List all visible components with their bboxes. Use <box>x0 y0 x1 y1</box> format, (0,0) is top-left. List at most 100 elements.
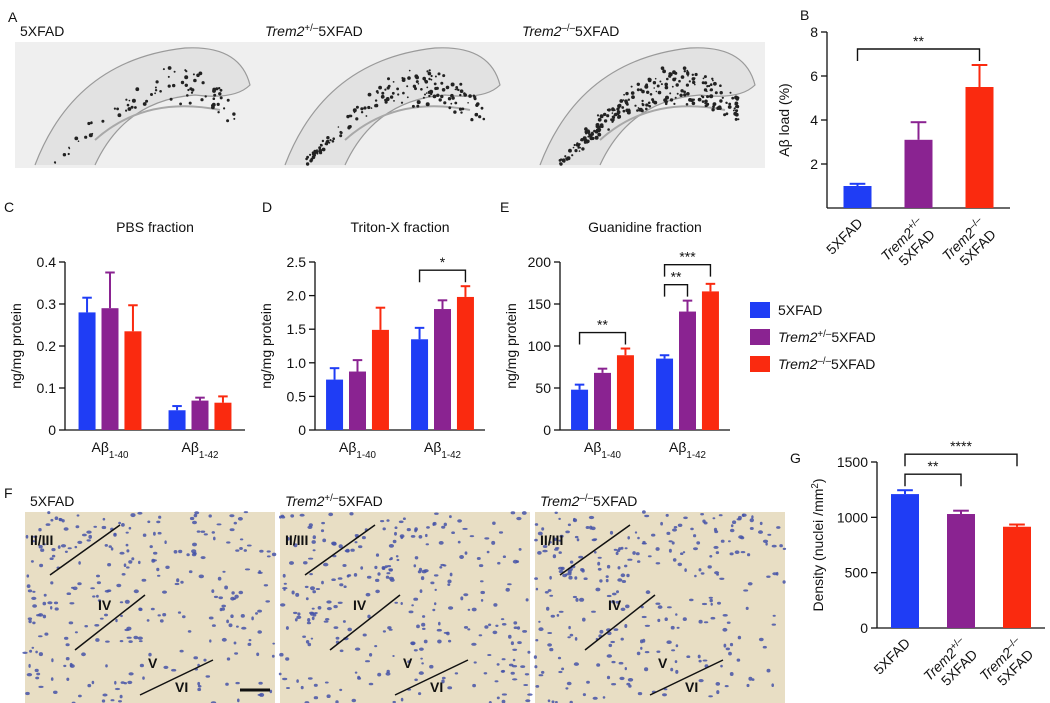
nucleus <box>174 582 180 586</box>
nucleus <box>738 535 744 539</box>
plaque <box>384 100 388 104</box>
plaque <box>135 87 140 92</box>
panel-label: B <box>800 7 809 23</box>
chart-title: Triton-X fraction <box>350 219 449 235</box>
plaque <box>179 102 183 106</box>
nucleus <box>323 562 329 567</box>
nucleus <box>150 607 155 611</box>
nucleus <box>314 612 318 614</box>
nucleus <box>120 681 125 684</box>
nucleus <box>309 573 313 576</box>
nucleus <box>414 556 419 560</box>
plaque <box>594 135 599 140</box>
nucleus <box>237 698 240 703</box>
plaque <box>125 109 128 112</box>
nucleus <box>110 699 115 702</box>
x-tick-label-sub: 1-42 <box>199 450 219 461</box>
plaque <box>590 132 594 136</box>
nucleus <box>414 528 417 533</box>
nucleus <box>782 580 786 584</box>
nucleus <box>718 514 723 517</box>
nucleus <box>119 601 124 604</box>
plaque <box>328 141 331 144</box>
plaque <box>587 135 590 138</box>
nucleus <box>582 693 587 697</box>
nucleus <box>501 693 507 696</box>
y-tick-label: 1.5 <box>287 321 307 337</box>
nucleus <box>493 603 498 607</box>
nucleus <box>26 584 31 588</box>
plaque <box>659 80 662 83</box>
plaque <box>167 75 170 78</box>
nucleus <box>767 533 772 536</box>
y-tick-label: 500 <box>845 565 869 581</box>
legend-label-gene: Trem2 <box>778 329 818 345</box>
plaque <box>611 112 614 114</box>
plaque <box>660 83 663 86</box>
plaque <box>656 84 660 88</box>
plaque <box>400 101 404 104</box>
nucleus <box>729 642 734 647</box>
nucleus <box>228 623 233 628</box>
nucleus <box>611 600 616 604</box>
nucleus <box>680 552 684 555</box>
nucleus <box>226 619 230 624</box>
nucleus <box>296 615 302 619</box>
plaque <box>618 106 621 109</box>
significance-label: *** <box>679 249 696 265</box>
plaque <box>200 98 204 102</box>
nucleus <box>606 654 612 658</box>
nucleus <box>411 604 414 607</box>
plaque <box>616 110 621 115</box>
nucleus <box>635 552 640 556</box>
plaque <box>402 91 405 95</box>
plaque <box>324 143 327 146</box>
plaque <box>576 142 579 145</box>
nucleus <box>441 676 446 680</box>
nucleus <box>611 683 617 686</box>
nucleus <box>342 564 347 567</box>
plaque <box>680 89 684 93</box>
nucleus <box>317 606 322 610</box>
x-tick-label-base: Aβ <box>339 439 356 455</box>
nucleus <box>176 578 180 583</box>
hippocampus <box>599 105 726 141</box>
nucleus <box>177 611 182 614</box>
nucleus <box>375 578 380 583</box>
nucleus <box>677 523 683 527</box>
nucleus <box>537 531 543 536</box>
plaque <box>702 77 705 80</box>
plaque <box>562 158 565 161</box>
nucleus <box>736 658 741 662</box>
plaque <box>159 90 162 93</box>
plaque <box>679 93 683 98</box>
nucleus <box>115 618 118 623</box>
plaque <box>711 108 715 112</box>
nucleus <box>127 680 133 685</box>
nucleus <box>203 658 207 662</box>
plaque <box>145 99 149 103</box>
nucleus <box>672 558 677 562</box>
nucleus <box>758 637 764 642</box>
nucleus <box>748 676 753 681</box>
plaque <box>349 114 353 118</box>
y-tick-label: 0 <box>48 422 56 438</box>
x-tick-label: 5XFAD <box>823 215 866 258</box>
plaque <box>355 105 359 109</box>
plaque <box>380 94 385 99</box>
plaque <box>416 104 420 108</box>
y-tick-label: 0.2 <box>37 338 57 354</box>
nucleus <box>534 538 538 542</box>
plaque <box>77 140 80 142</box>
plaque <box>412 84 417 89</box>
nucleus <box>374 645 378 648</box>
plaque <box>365 115 368 117</box>
nucleus <box>702 659 708 662</box>
nucleus <box>121 573 126 576</box>
nucleus <box>369 653 373 657</box>
nucleus <box>419 589 423 593</box>
nucleus <box>664 617 668 621</box>
layer-label: IV <box>353 597 367 613</box>
plaque <box>355 117 359 121</box>
plaque <box>169 97 173 101</box>
